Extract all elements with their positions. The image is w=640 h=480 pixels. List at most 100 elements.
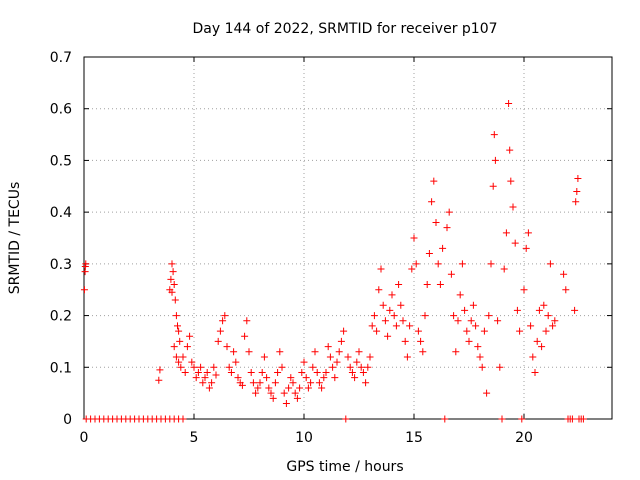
data-point: [506, 146, 514, 154]
data-point: [172, 312, 180, 320]
data-point: [234, 374, 242, 382]
data-point: [549, 322, 557, 330]
data-point: [296, 384, 304, 392]
data-point: [353, 358, 361, 366]
data-point: [269, 394, 277, 402]
data-point: [377, 265, 385, 273]
data-point: [359, 368, 367, 376]
data-point: [177, 363, 185, 371]
data-point: [362, 379, 370, 387]
data-point: [425, 250, 433, 258]
data-point: [168, 288, 176, 296]
data-point: [366, 353, 374, 361]
data-point: [392, 322, 400, 330]
data-point: [520, 286, 528, 294]
data-point: [421, 312, 429, 320]
data-point: [397, 301, 405, 309]
data-point: [351, 374, 359, 382]
data-point: [494, 317, 502, 325]
data-point: [329, 363, 337, 371]
data-point: [355, 348, 363, 356]
data-point: [538, 343, 546, 351]
data-point: [485, 312, 493, 320]
y-tick-label: 0.5: [50, 153, 72, 169]
data-point: [315, 379, 323, 387]
data-point: [318, 384, 326, 392]
data-point: [571, 306, 579, 314]
y-axis-label: SRMTID / TECUs: [7, 182, 23, 295]
data-point: [572, 198, 580, 206]
plot-frame: [83, 56, 613, 420]
data-point: [535, 306, 543, 314]
data-point: [307, 379, 315, 387]
data-point: [80, 286, 88, 294]
data-point: [390, 312, 398, 320]
data-point: [439, 244, 447, 252]
data-point: [227, 368, 235, 376]
data-point: [174, 322, 181, 330]
data-point: [454, 317, 462, 325]
data-point: [450, 312, 458, 320]
data-point: [516, 327, 524, 335]
data-point: [513, 306, 521, 314]
data-point: [171, 296, 179, 304]
data-point: [434, 260, 442, 268]
data-point: [401, 337, 409, 345]
data-point: [496, 363, 504, 371]
data-point: [527, 322, 535, 330]
data-point: [302, 374, 310, 382]
data-point: [546, 260, 554, 268]
data-point: [472, 322, 480, 330]
data-point: [428, 198, 436, 206]
data-point: [364, 363, 372, 371]
data-point: [507, 177, 515, 185]
data-point: [465, 337, 473, 345]
data-point: [443, 224, 451, 232]
data-point: [436, 281, 444, 289]
data-point: [540, 301, 548, 309]
data-point: [175, 358, 183, 366]
data-point: [430, 177, 438, 185]
data-point: [212, 371, 220, 379]
data-point: [414, 327, 422, 335]
data-point: [304, 384, 312, 392]
data-point: [256, 379, 264, 387]
data-point: [192, 374, 200, 382]
data-point: [190, 363, 198, 371]
data-point: [172, 353, 180, 361]
data-point: [210, 363, 218, 371]
data-point: [291, 389, 299, 397]
data-point: [197, 363, 205, 371]
data-point: [417, 337, 425, 345]
data-point: [489, 182, 497, 190]
data-point: [357, 363, 365, 371]
data-point: [223, 343, 231, 351]
data-point: [480, 327, 488, 335]
data-point: [432, 218, 440, 226]
data-point: [276, 348, 284, 356]
data-point: [474, 343, 482, 351]
data-point: [342, 415, 350, 423]
data-point: [344, 353, 352, 361]
y-tick-label: 0: [63, 412, 72, 428]
data-point: [498, 415, 506, 423]
data-point: [452, 348, 460, 356]
x-tick-label: 15: [405, 430, 423, 446]
data-point: [379, 301, 387, 309]
data-point: [542, 327, 550, 335]
data-point: [511, 239, 519, 247]
x-axis-label: GPS time / hours: [286, 459, 403, 475]
data-point: [579, 415, 587, 423]
data-point: [491, 156, 499, 164]
data-point: [265, 384, 273, 392]
data-point: [168, 260, 176, 268]
data-point: [403, 353, 411, 361]
data-point: [337, 337, 345, 345]
data-point: [551, 317, 559, 325]
data-point: [419, 348, 427, 356]
data-point: [278, 363, 286, 371]
y-tick-label: 0.1: [50, 360, 72, 376]
data-point: [458, 260, 466, 268]
x-tick-label: 20: [515, 430, 533, 446]
